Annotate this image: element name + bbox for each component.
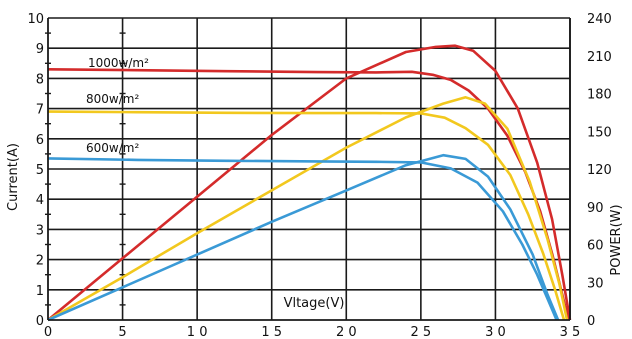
y-right-tick-label: 90	[587, 201, 604, 216]
y-right-tick-label: 30	[587, 276, 604, 291]
y-right-tick-label: 120	[587, 163, 612, 178]
y-left-tick-label: 2	[36, 254, 44, 269]
y-left-tick-label: 7	[36, 103, 44, 118]
x-tick-label: 0	[44, 325, 52, 339]
x-tick-label: 5	[118, 325, 126, 339]
y-right-tick-label: 240	[587, 12, 612, 27]
y-left-tick-label: 6	[36, 133, 44, 148]
current-curve-1	[47, 110, 566, 321]
y-left-tick-label: 3	[36, 223, 44, 238]
y-left-tick-label: 5	[36, 163, 44, 178]
x-axis-label: Vltage(V)	[284, 296, 345, 311]
x-tick-label: 2 5	[411, 325, 432, 339]
x-tick-label: 3 5	[560, 325, 581, 339]
grid	[48, 17, 571, 320]
y-right-tick-label: 150	[587, 125, 612, 140]
y-left-tick-label: 1	[36, 284, 44, 299]
irradiance-label-600: 600w/m²	[86, 141, 139, 155]
y-axis-left-label: Current(A)	[6, 143, 21, 211]
y-right-tick-label: 210	[587, 50, 612, 65]
y-left-tick-label: 8	[36, 72, 44, 87]
irradiance-label-800: 800w/m²	[86, 92, 139, 106]
y-left-tick-label: 10	[27, 12, 44, 27]
y-right-tick-label: 0	[587, 314, 595, 329]
y-right-tick-label: 60	[587, 239, 604, 254]
data-curves	[47, 44, 572, 322]
x-tick-label: 3 0	[485, 325, 506, 339]
current-curve-2	[47, 157, 558, 321]
axis-labels: Current(A) POWER(W) Vltage(V)	[6, 143, 624, 311]
irradiance-label-1000: 1000w/m²	[88, 56, 149, 70]
y-right-tick-label: 180	[587, 88, 612, 103]
irradiance-labels: 1000w/m² 800w/m² 600w/m²	[86, 56, 149, 155]
y-left-tick-label: 4	[36, 193, 44, 208]
power-curve-0	[47, 44, 572, 322]
axes	[47, 18, 571, 321]
y-left-tick-label: 0	[36, 314, 44, 329]
y-left-tick-label: 9	[36, 42, 44, 57]
power-curve-1	[47, 96, 569, 322]
x-tick-label: 1 5	[261, 325, 282, 339]
x-tick-label: 2 0	[336, 325, 357, 339]
y-axis-right-label: POWER(W)	[609, 204, 624, 275]
x-tick-label: 1 0	[187, 325, 208, 339]
power-curve-2	[47, 153, 560, 322]
